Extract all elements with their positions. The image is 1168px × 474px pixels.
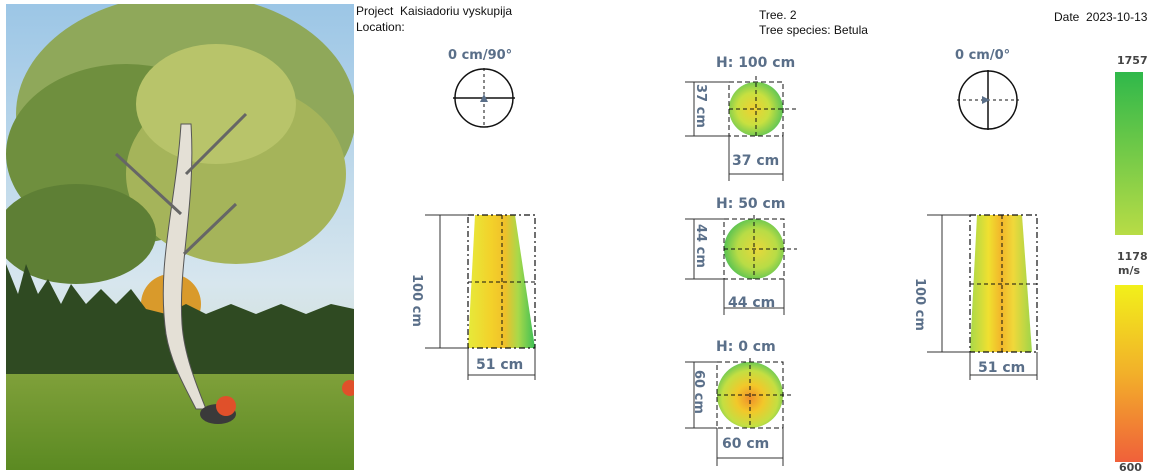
section-50-title: H: 50 cm (716, 196, 786, 212)
compass-left-icon (453, 68, 515, 128)
scale-max: 1757 (1117, 54, 1148, 67)
section-50-horizontal: 44 cm (728, 295, 776, 311)
tree-number: Tree. 2 (759, 8, 797, 22)
project-label: Project (356, 4, 394, 18)
side-right-width: 51 cm (978, 360, 1026, 376)
section-100-horizontal: 37 cm (732, 153, 780, 169)
section-50-vertical: 44 cm (693, 224, 708, 268)
date-line: Date 2023-10-13 (1054, 10, 1147, 24)
side-right-height: 100 cm (912, 278, 927, 331)
compass-left-label: 0 cm/90° (448, 48, 513, 63)
side-view-right (927, 214, 1038, 380)
scale-min: 600 (1119, 461, 1142, 474)
section-0-horizontal: 60 cm (722, 436, 770, 452)
section-50-disc (685, 215, 797, 315)
date-value: 2023-10-13 (1086, 10, 1148, 24)
date-label: Date (1054, 10, 1080, 24)
scale-mid: 1178 (1117, 250, 1148, 263)
section-0-disc (685, 358, 792, 466)
project-line: Project Kaisiadoriu vyskupija (356, 4, 512, 18)
section-100-vertical: 37 cm (693, 84, 708, 128)
compass-right-icon (957, 70, 1019, 130)
side-left-width: 51 cm (476, 357, 524, 373)
location-label: Location: (356, 20, 405, 34)
scale-unit: m/s (1118, 264, 1141, 277)
section-100-title: H: 100 cm (716, 55, 796, 71)
side-left-height: 100 cm (409, 274, 424, 327)
section-0-title: H: 0 cm (716, 339, 776, 355)
side-view-left (425, 214, 536, 380)
compass-right-label: 0 cm/0° (955, 48, 1011, 63)
section-100-disc (685, 76, 797, 181)
project-value: Kaisiadoriu vyskupija (400, 4, 513, 18)
tree-photo (6, 4, 354, 470)
velocity-color-scale (1115, 72, 1143, 462)
section-0-vertical: 60 cm (691, 370, 706, 414)
tree-species: Tree species: Betula (759, 23, 868, 37)
